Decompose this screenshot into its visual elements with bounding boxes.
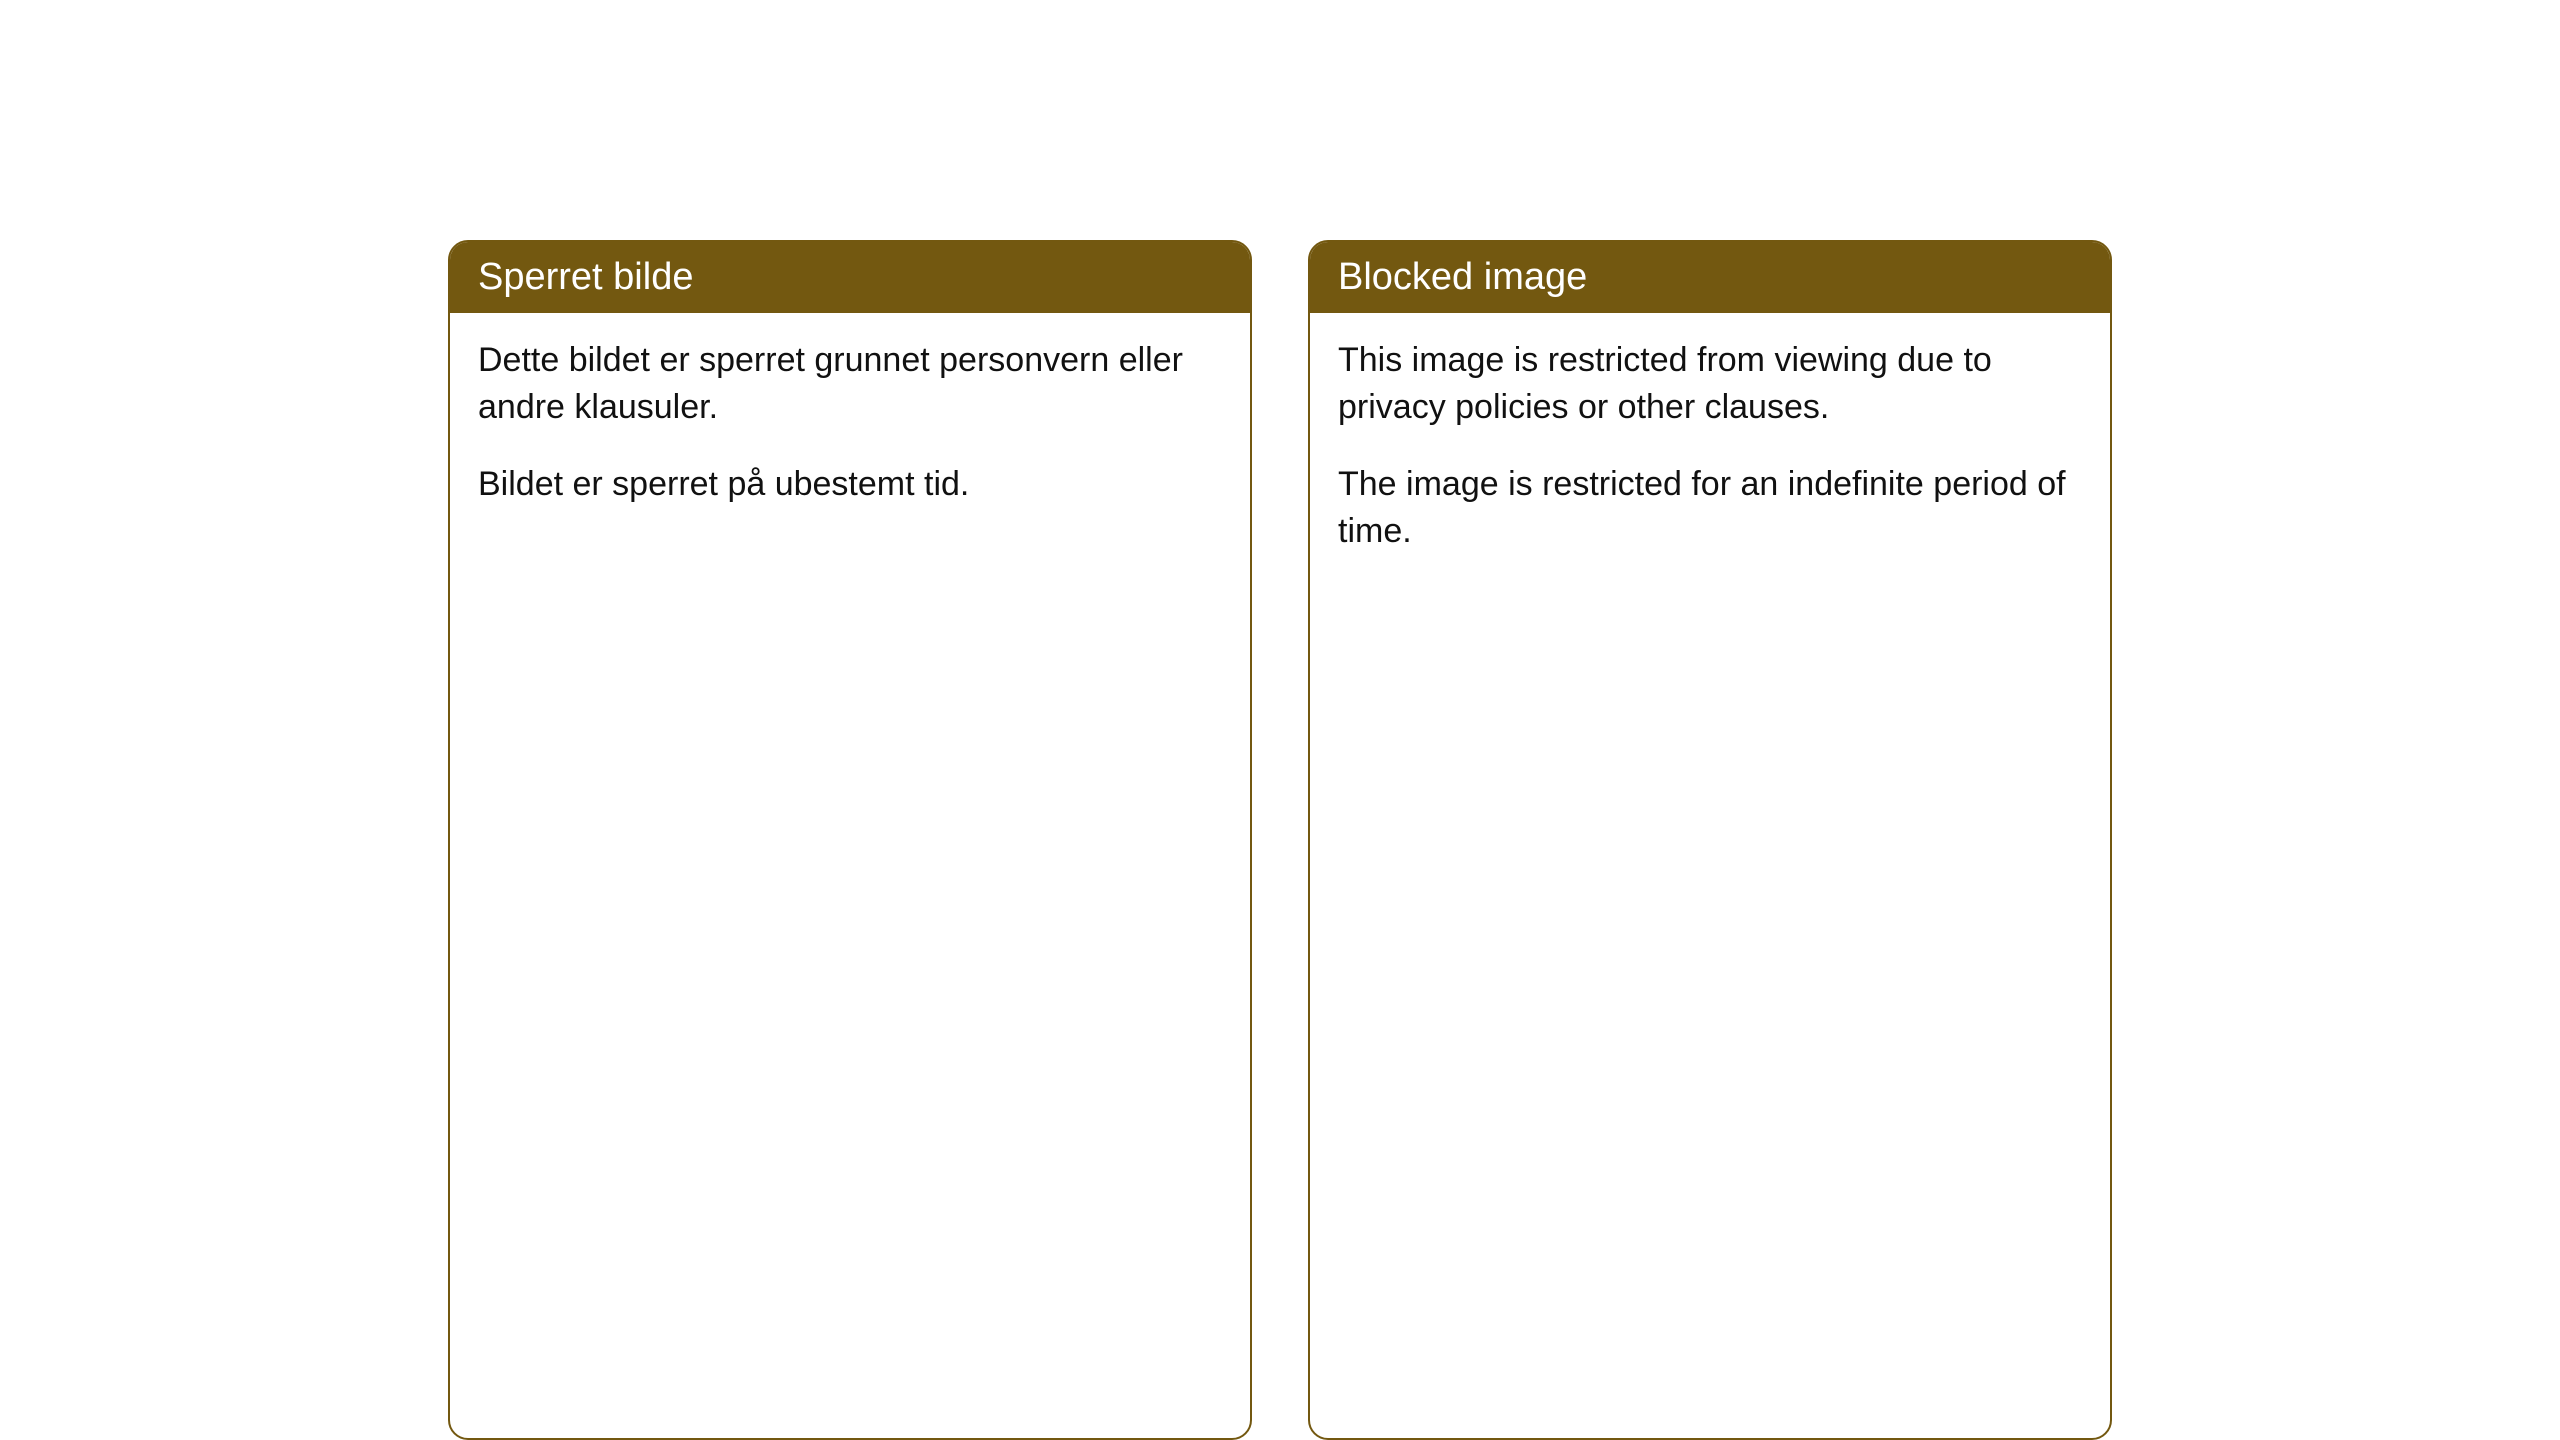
card-paragraph: The image is restricted for an indefinit… [1338,461,2082,555]
notice-cards-container: Sperret bilde Dette bildet er sperret gr… [448,240,2112,1440]
card-body: Dette bildet er sperret grunnet personve… [450,313,1250,542]
notice-card-norwegian: Sperret bilde Dette bildet er sperret gr… [448,240,1252,1440]
card-header: Blocked image [1310,242,2110,313]
card-paragraph: Bildet er sperret på ubestemt tid. [478,461,1222,508]
card-title: Blocked image [1338,256,1587,298]
card-header: Sperret bilde [450,242,1250,313]
card-paragraph: Dette bildet er sperret grunnet personve… [478,337,1222,431]
card-body: This image is restricted from viewing du… [1310,313,2110,589]
card-paragraph: This image is restricted from viewing du… [1338,337,2082,431]
notice-card-english: Blocked image This image is restricted f… [1308,240,2112,1440]
card-title: Sperret bilde [478,256,693,298]
